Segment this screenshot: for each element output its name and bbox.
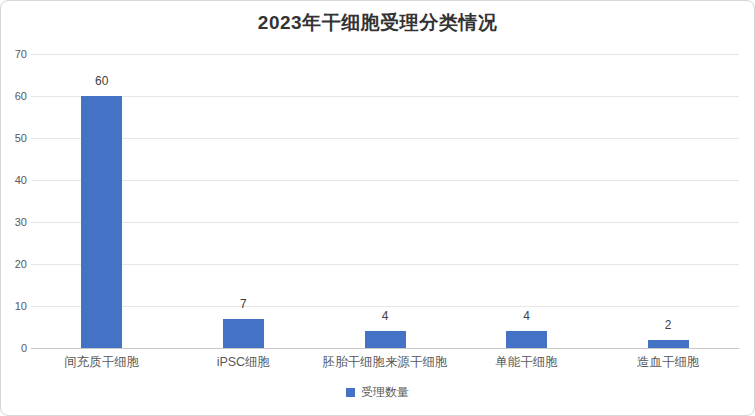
bar-value-label: 4 (355, 309, 415, 323)
bar (365, 331, 406, 348)
gridline (31, 54, 739, 55)
gridline (31, 180, 739, 181)
gridline (31, 96, 739, 97)
bar (223, 319, 264, 348)
bar-value-label: 4 (497, 309, 557, 323)
category-label: iPSC细胞 (173, 354, 315, 370)
y-axis-tick-label: 20 (1, 257, 27, 271)
y-axis-tick-label: 50 (1, 131, 27, 145)
legend-label: 受理数量 (361, 384, 409, 401)
y-axis-tick-label: 70 (1, 47, 27, 61)
chart-card: 2023年干细胞受理分类情况 0 10 20 30 40 50 60 70 60 间充质干细胞 7 i… (0, 0, 755, 416)
category-label: 胚胎干细胞来源干细胞 (314, 354, 456, 370)
category-label: 间充质干细胞 (31, 354, 173, 370)
bar (81, 96, 122, 348)
x-axis-line (31, 348, 739, 349)
category-label: 单能干细胞 (456, 354, 598, 370)
category-label: 造血干细胞 (597, 354, 739, 370)
plot-area: 01020304050607060间充质干细胞7iPSC细胞4胚胎干细胞来源干细… (31, 54, 739, 348)
bar-value-label: 60 (72, 74, 132, 88)
gridline (31, 306, 739, 307)
gridline (31, 138, 739, 139)
bar (648, 340, 689, 348)
chart-title: 2023年干细胞受理分类情况 (1, 10, 754, 36)
y-axis-tick-label: 40 (1, 173, 27, 187)
legend-swatch-icon (346, 388, 355, 397)
y-axis-tick-label: 0 (1, 341, 27, 355)
bar (506, 331, 547, 348)
legend: 受理数量 (1, 384, 754, 401)
bar-value-label: 7 (213, 297, 273, 311)
bar-value-label: 2 (638, 318, 698, 332)
y-axis-tick-label: 60 (1, 89, 27, 103)
gridline (31, 264, 739, 265)
y-axis-tick-label: 30 (1, 215, 27, 229)
gridline (31, 222, 739, 223)
y-axis-tick-label: 10 (1, 299, 27, 313)
